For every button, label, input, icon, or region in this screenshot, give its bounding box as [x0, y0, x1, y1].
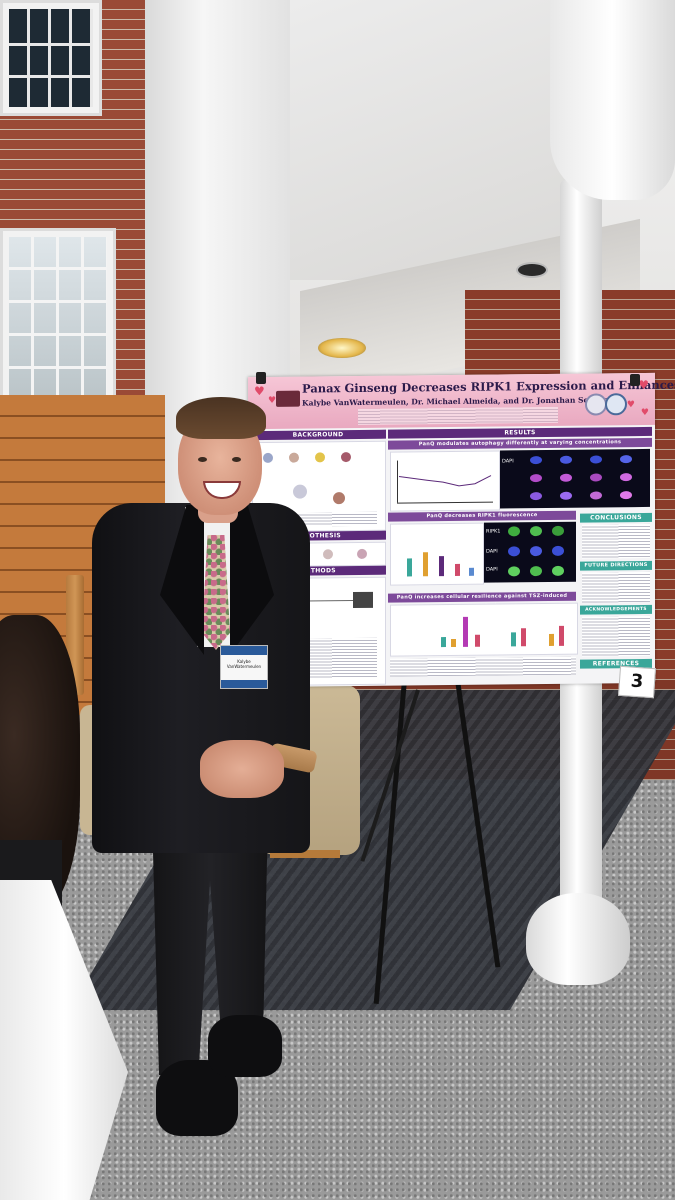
hands [200, 740, 284, 798]
name-badge: Kalybe VanWatermeulen [220, 645, 268, 689]
heart-icon: ♥ [640, 407, 649, 419]
caption-autophagy: PanQ modulates autophagy differently at … [388, 437, 652, 450]
left-eye [198, 457, 207, 462]
person-presenter: Kalybe VanWatermeulen [90, 395, 320, 1140]
future-directions-text [582, 571, 650, 603]
right-shoe [208, 1015, 282, 1077]
ripk1-microscopy-grid: RIPK1 DAPI DAPI [484, 521, 576, 583]
caption-ripk1: PanQ decreases RIPK1 fluorescence [388, 510, 576, 522]
research-poster: ♥ ♥ ♥ Panax Ginseng Decreases RIPK1 Expr… [248, 372, 675, 688]
poster-number-tag: 3 [617, 665, 657, 699]
ripk1-bar-chart [390, 522, 484, 586]
image-label-dapi: DAPI [486, 566, 498, 573]
necroptosis-charts [390, 602, 578, 657]
binder-clip-right [630, 374, 640, 386]
image-label-dapi: DAPI [502, 458, 514, 465]
section-conclusions: CONCLUSIONS [580, 512, 652, 523]
caption-necroptosis: PanQ increases cellular resilience again… [388, 591, 576, 609]
heart-icon: ♥ [626, 400, 635, 411]
image-label-ripk1: RIPK1 [486, 528, 501, 535]
results-caption-text [390, 656, 576, 677]
ceiling-downlight [516, 262, 548, 278]
right-eye [232, 457, 241, 462]
poster-authors: Kalybe VanWatermeulen, Dr. Michael Almei… [302, 395, 613, 408]
name-badge-text: Kalybe VanWatermeulen [226, 659, 262, 669]
autophagy-line-chart [390, 450, 500, 512]
autophagy-microscopy-grid: DAPI [500, 448, 650, 509]
poster-affiliation-lines [358, 406, 558, 425]
section-results: RESULTS [388, 426, 652, 439]
ceiling-light [318, 338, 366, 358]
section-future-directions: FUTURE DIRECTIONS [580, 560, 652, 571]
section-acknowledgements: ACKNOWLEDGEMENTS [580, 604, 652, 615]
window-middle [0, 228, 116, 414]
institution-seal [605, 393, 627, 416]
image-label-dapi: DAPI [486, 548, 498, 555]
window-top [0, 0, 102, 116]
ceiling-soffit [290, 0, 590, 280]
floral-tie [202, 535, 230, 650]
conclusions-text [582, 523, 650, 559]
institution-seal [585, 393, 607, 416]
lamp-base [526, 893, 630, 985]
lamp-head [550, 0, 675, 200]
binder-clip-left [256, 372, 266, 384]
poster-title: Panax Ginseng Decreases RIPK1 Expression… [302, 376, 675, 396]
hair [176, 397, 266, 439]
acknowledgements-text [582, 615, 650, 657]
